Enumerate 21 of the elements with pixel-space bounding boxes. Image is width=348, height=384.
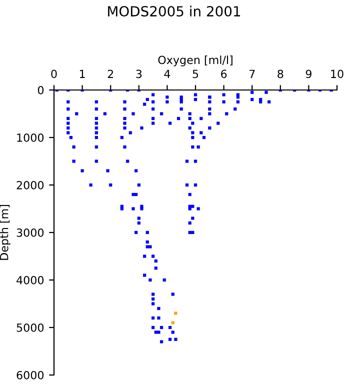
y-tick-label: 4000 [16,276,44,284]
y-tick-label: 1000 [17,133,44,142]
x-tick-label: 4 [164,70,170,78]
y-tick-label: 3000 [16,228,44,237]
y-tick-label: 2000 [16,180,44,190]
x-tick-label: 7 [249,70,255,78]
x-tick-label: 5 [192,70,198,78]
x-tick-label: 3 [136,70,142,78]
x-tick-label: 8 [278,70,284,78]
x-tick-label: 9 [306,70,312,78]
x-tick-label: 0 [51,70,57,78]
x-tick-label: 1 [80,70,85,78]
x-tick-label: 10 [331,70,344,78]
y-tick-label: 6000 [16,370,44,380]
x-tick-label: 2 [108,70,114,78]
y-tick-label: 5000 [16,323,44,332]
chart-title: MODS2005 in 2001 [108,6,240,17]
y-tick-label: 0 [38,86,44,94]
y-axis-title: Depth [m] [0,205,10,260]
x-tick-label: 6 [221,70,227,78]
x-axis-title: Oxygen [ml/l] [158,56,232,66]
